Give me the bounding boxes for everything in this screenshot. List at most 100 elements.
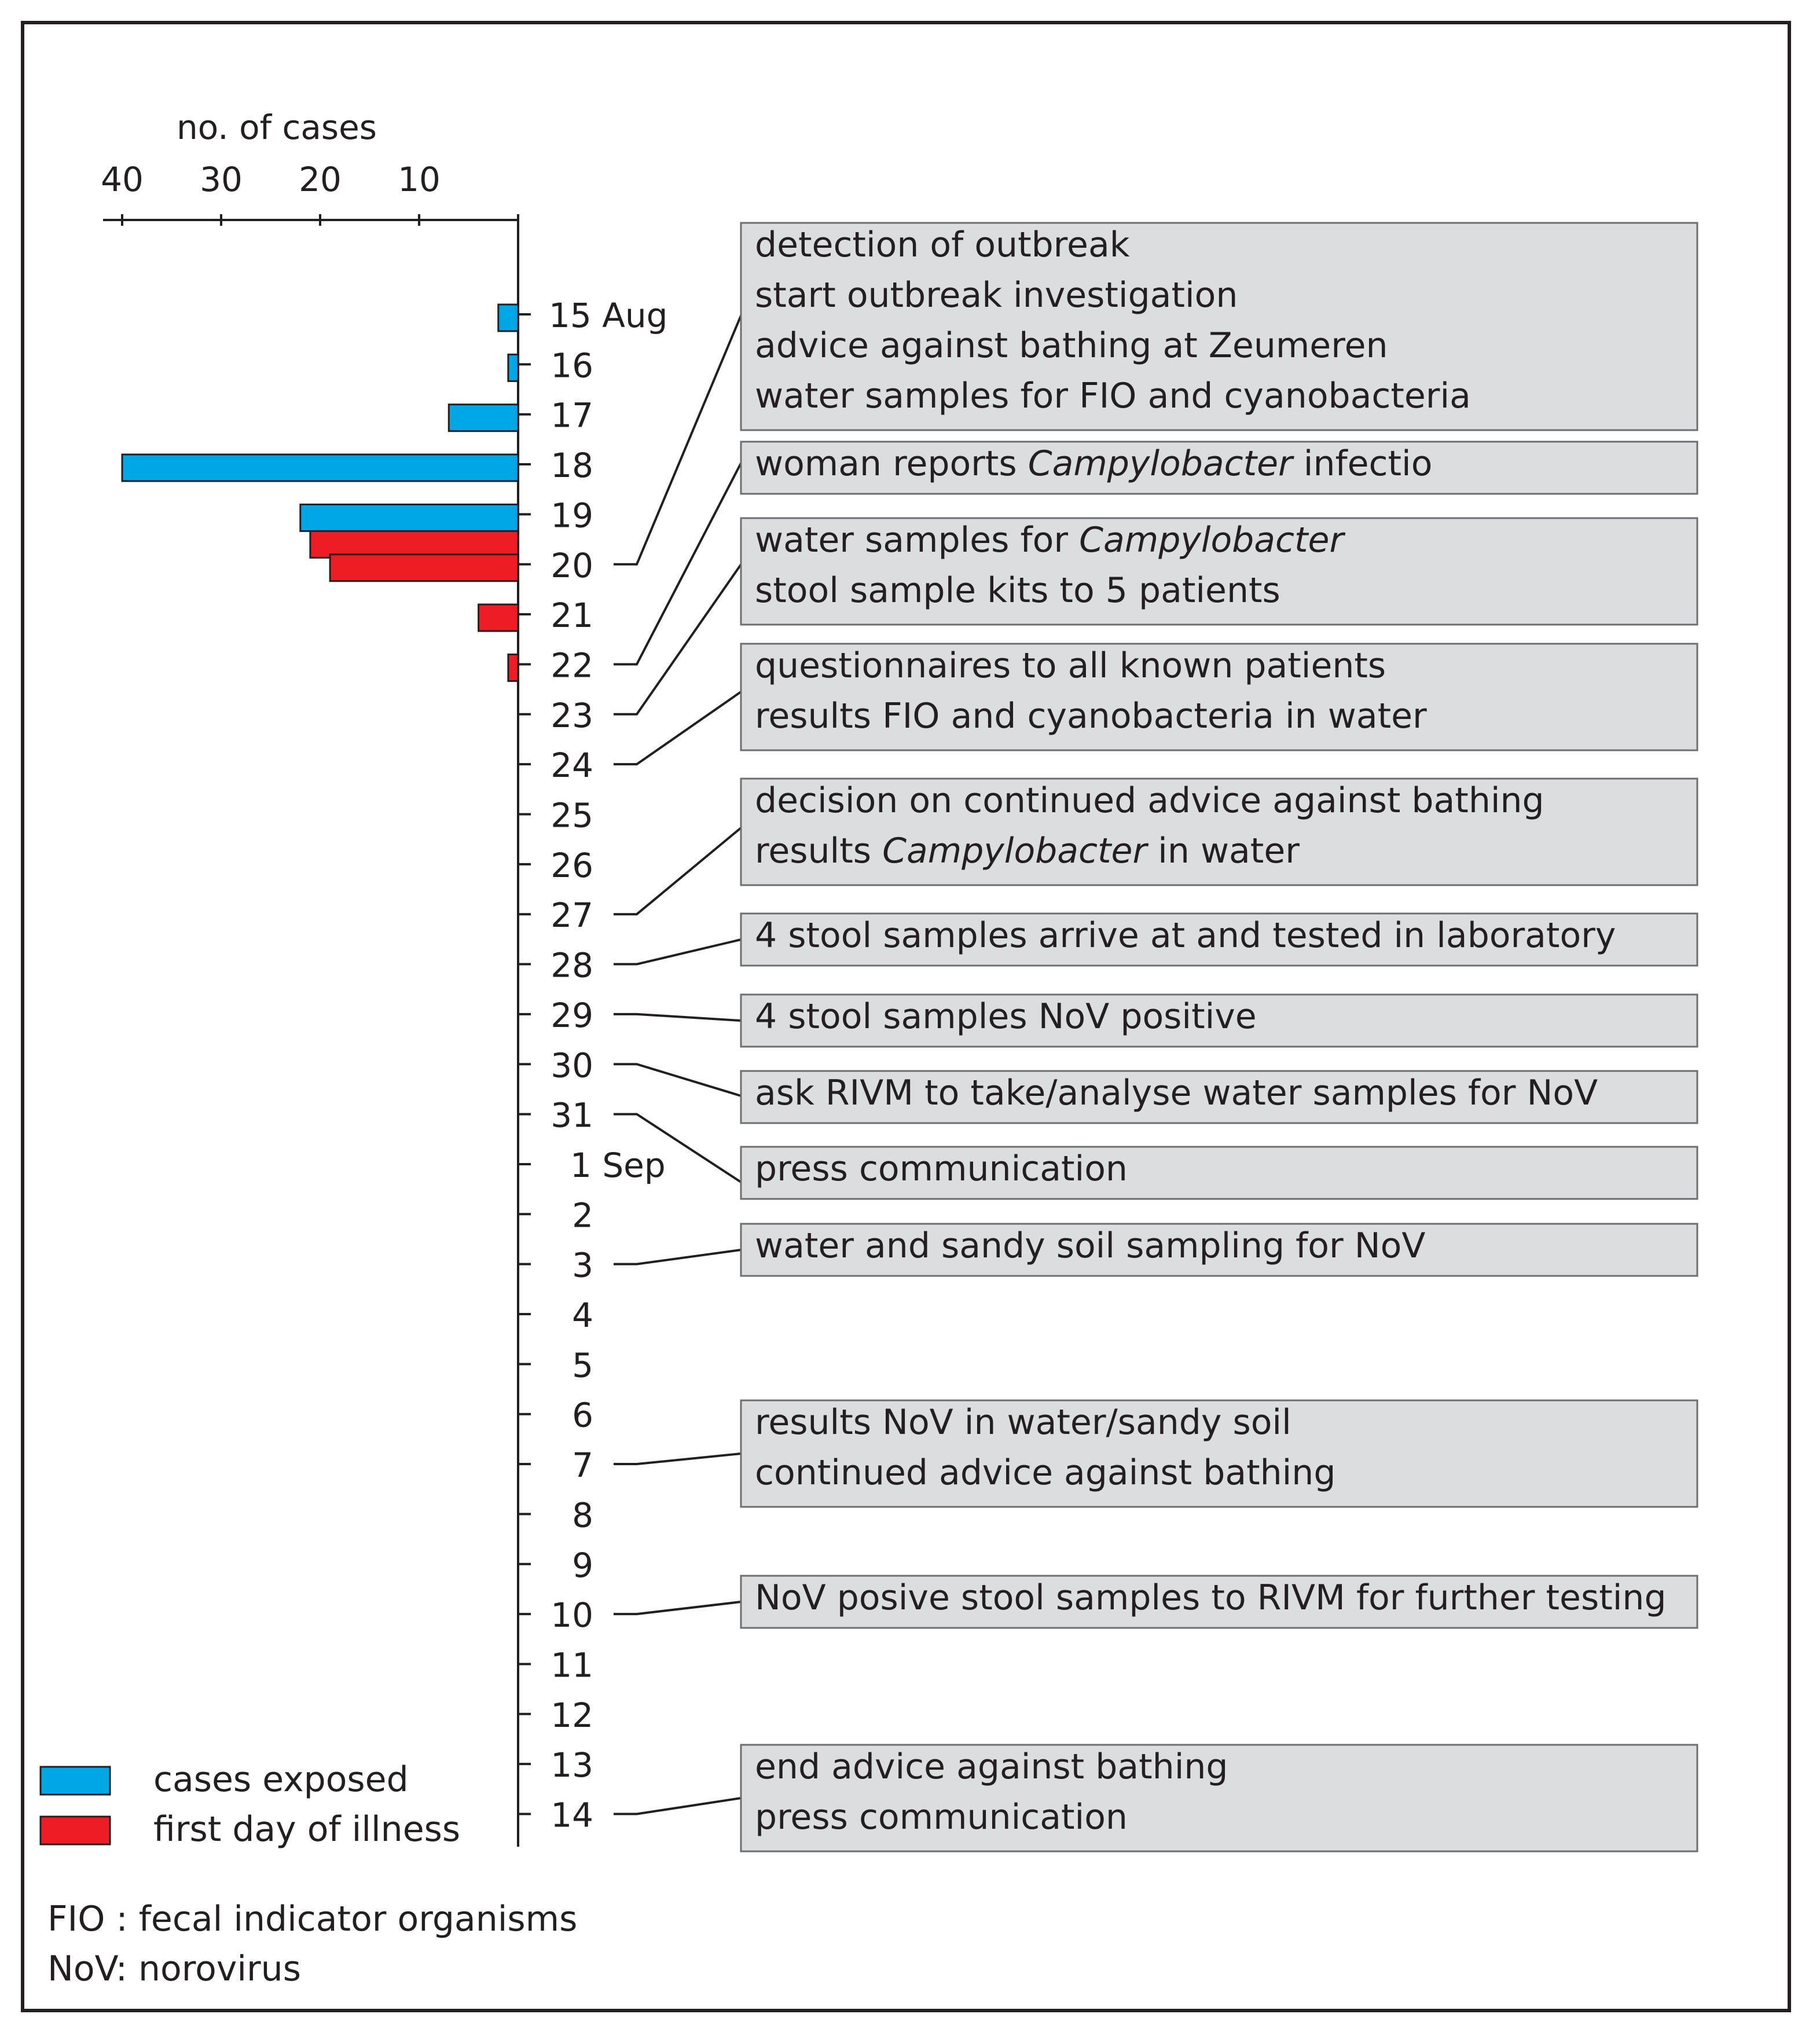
x-tick-label: 30 (200, 160, 243, 199)
day-label: 1 Sep (570, 1146, 666, 1185)
event-text-span: press communication (755, 1149, 1128, 1189)
event-text: questionnaires to all known patients (755, 645, 1386, 686)
event-connector (614, 691, 742, 766)
event-connector (614, 1601, 742, 1616)
day-label: 23 (551, 696, 593, 735)
event-connector (614, 315, 742, 566)
event-text-span: start outbreak investigation (755, 275, 1238, 316)
event-text: water samples for Campylobacter (755, 520, 1345, 560)
event-text-span: infectio (1293, 443, 1433, 484)
day-label: 31 (551, 1096, 593, 1135)
day-label: 24 (551, 746, 593, 785)
event-connector (614, 1249, 742, 1265)
day-label: 15 Aug (549, 296, 668, 335)
event-text: results NoV in water/sandy soil (755, 1402, 1291, 1443)
day-label: 8 (572, 1495, 593, 1535)
event-text-span: 4 stool samples NoV positive (755, 996, 1257, 1037)
event-text-span: results (755, 831, 882, 871)
event-text-italic: Campylobacter (882, 831, 1148, 871)
event-box (740, 1223, 1698, 1277)
bar-cases-exposed (299, 503, 519, 532)
event-text: woman reports Campylobacter infectio (755, 443, 1432, 484)
event-text-span: water samples for (755, 520, 1079, 560)
event-connector (614, 463, 742, 666)
event-text-span: results FIO and cyanobacteria in water (755, 696, 1427, 736)
event-box (740, 777, 1698, 886)
day-label: 22 (551, 645, 593, 685)
bar-first-day-of-illness (478, 603, 519, 632)
event-text: water and sandy soil sampling for NoV (755, 1226, 1425, 1266)
x-tick-label: 20 (299, 160, 342, 199)
event-text: advice against bathing at Zeumeren (755, 325, 1388, 366)
event-text: NoV posive stool samples to RIVM for fur… (755, 1578, 1667, 1618)
day-label: 2 (572, 1195, 593, 1235)
bar-cases-exposed (447, 403, 519, 432)
event-text: 4 stool samples NoV positive (755, 996, 1257, 1037)
day-label: 13 (551, 1745, 593, 1785)
event-text-span: press communication (755, 1797, 1128, 1837)
day-label: 21 (551, 596, 593, 635)
event-text: ask RIVM to take/analyse water samples f… (755, 1073, 1598, 1113)
legend-label: cases exposed (153, 1759, 409, 1800)
x-axis-title: no. of cases (177, 108, 377, 147)
day-label: 30 (551, 1045, 593, 1085)
x-tick-label: 10 (398, 160, 441, 199)
day-label: 16 (551, 346, 593, 385)
x-tick-label: 40 (101, 160, 144, 199)
event-text-span: decision on continued advice against bat… (755, 780, 1544, 821)
event-connector (614, 563, 742, 716)
event-box (740, 993, 1698, 1048)
event-text-span: 4 stool samples arrive at and tested in … (755, 915, 1616, 956)
event-text: stool sample kits to 5 patients (755, 570, 1280, 611)
bar-first-day-of-illness (329, 553, 519, 582)
day-label: 17 (551, 396, 593, 435)
event-text-span: ask RIVM to take/analyse water samples f… (755, 1073, 1598, 1113)
event-connector (614, 1113, 742, 1183)
event-text: start outbreak investigation (755, 275, 1238, 316)
day-label: 3 (572, 1246, 593, 1285)
event-text-span: advice against bathing at Zeumeren (755, 325, 1388, 366)
bar-cases-exposed (497, 303, 519, 332)
event-text-span: questionnaires to all known patients (755, 645, 1386, 686)
footnote: NoV: norovirus (47, 1949, 301, 1989)
event-text: decision on continued advice against bat… (755, 780, 1544, 821)
event-text: end advice against bathing (755, 1747, 1228, 1787)
day-label: 11 (551, 1645, 593, 1685)
event-box (740, 441, 1698, 495)
event-box (740, 912, 1698, 967)
event-text-italic: Campylobacter (1079, 520, 1345, 560)
event-text-span: end advice against bathing (755, 1747, 1228, 1787)
day-label: 14 (551, 1796, 593, 1835)
event-box (740, 1070, 1698, 1124)
day-label: 18 (551, 446, 593, 485)
event-box (740, 517, 1698, 626)
day-label: 28 (551, 946, 593, 985)
bar-cases-exposed (507, 353, 519, 382)
event-connector (614, 1797, 742, 1815)
event-text-span: in water (1147, 831, 1300, 871)
event-box (740, 1575, 1698, 1629)
day-label: 10 (551, 1595, 593, 1635)
legend-label: first day of illness (153, 1809, 460, 1850)
event-connector (614, 1063, 742, 1097)
event-box (740, 1399, 1698, 1508)
event-text-span: NoV posive stool samples to RIVM for fur… (755, 1578, 1667, 1618)
event-text-italic: Campylobacter (1028, 443, 1294, 484)
day-label: 6 (572, 1396, 593, 1435)
event-connector (614, 938, 742, 966)
event-text-span: water and sandy soil sampling for NoV (755, 1226, 1425, 1266)
event-text-span: woman reports (755, 443, 1028, 484)
event-text: results Campylobacter in water (755, 831, 1300, 871)
event-text-span: results NoV in water/sandy soil (755, 1402, 1291, 1443)
event-text: press communication (755, 1797, 1128, 1837)
bar-cases-exposed (121, 453, 519, 482)
day-label: 27 (551, 896, 593, 935)
event-box (740, 1146, 1698, 1200)
day-label: 9 (572, 1546, 593, 1585)
day-label: 19 (551, 496, 593, 535)
event-text: detection of outbreak (755, 225, 1130, 265)
event-text-span: water samples for FIO and cyanobacteria (755, 376, 1471, 416)
event-box (740, 643, 1698, 751)
legend-swatch-first-day-of-illness (39, 1815, 111, 1846)
